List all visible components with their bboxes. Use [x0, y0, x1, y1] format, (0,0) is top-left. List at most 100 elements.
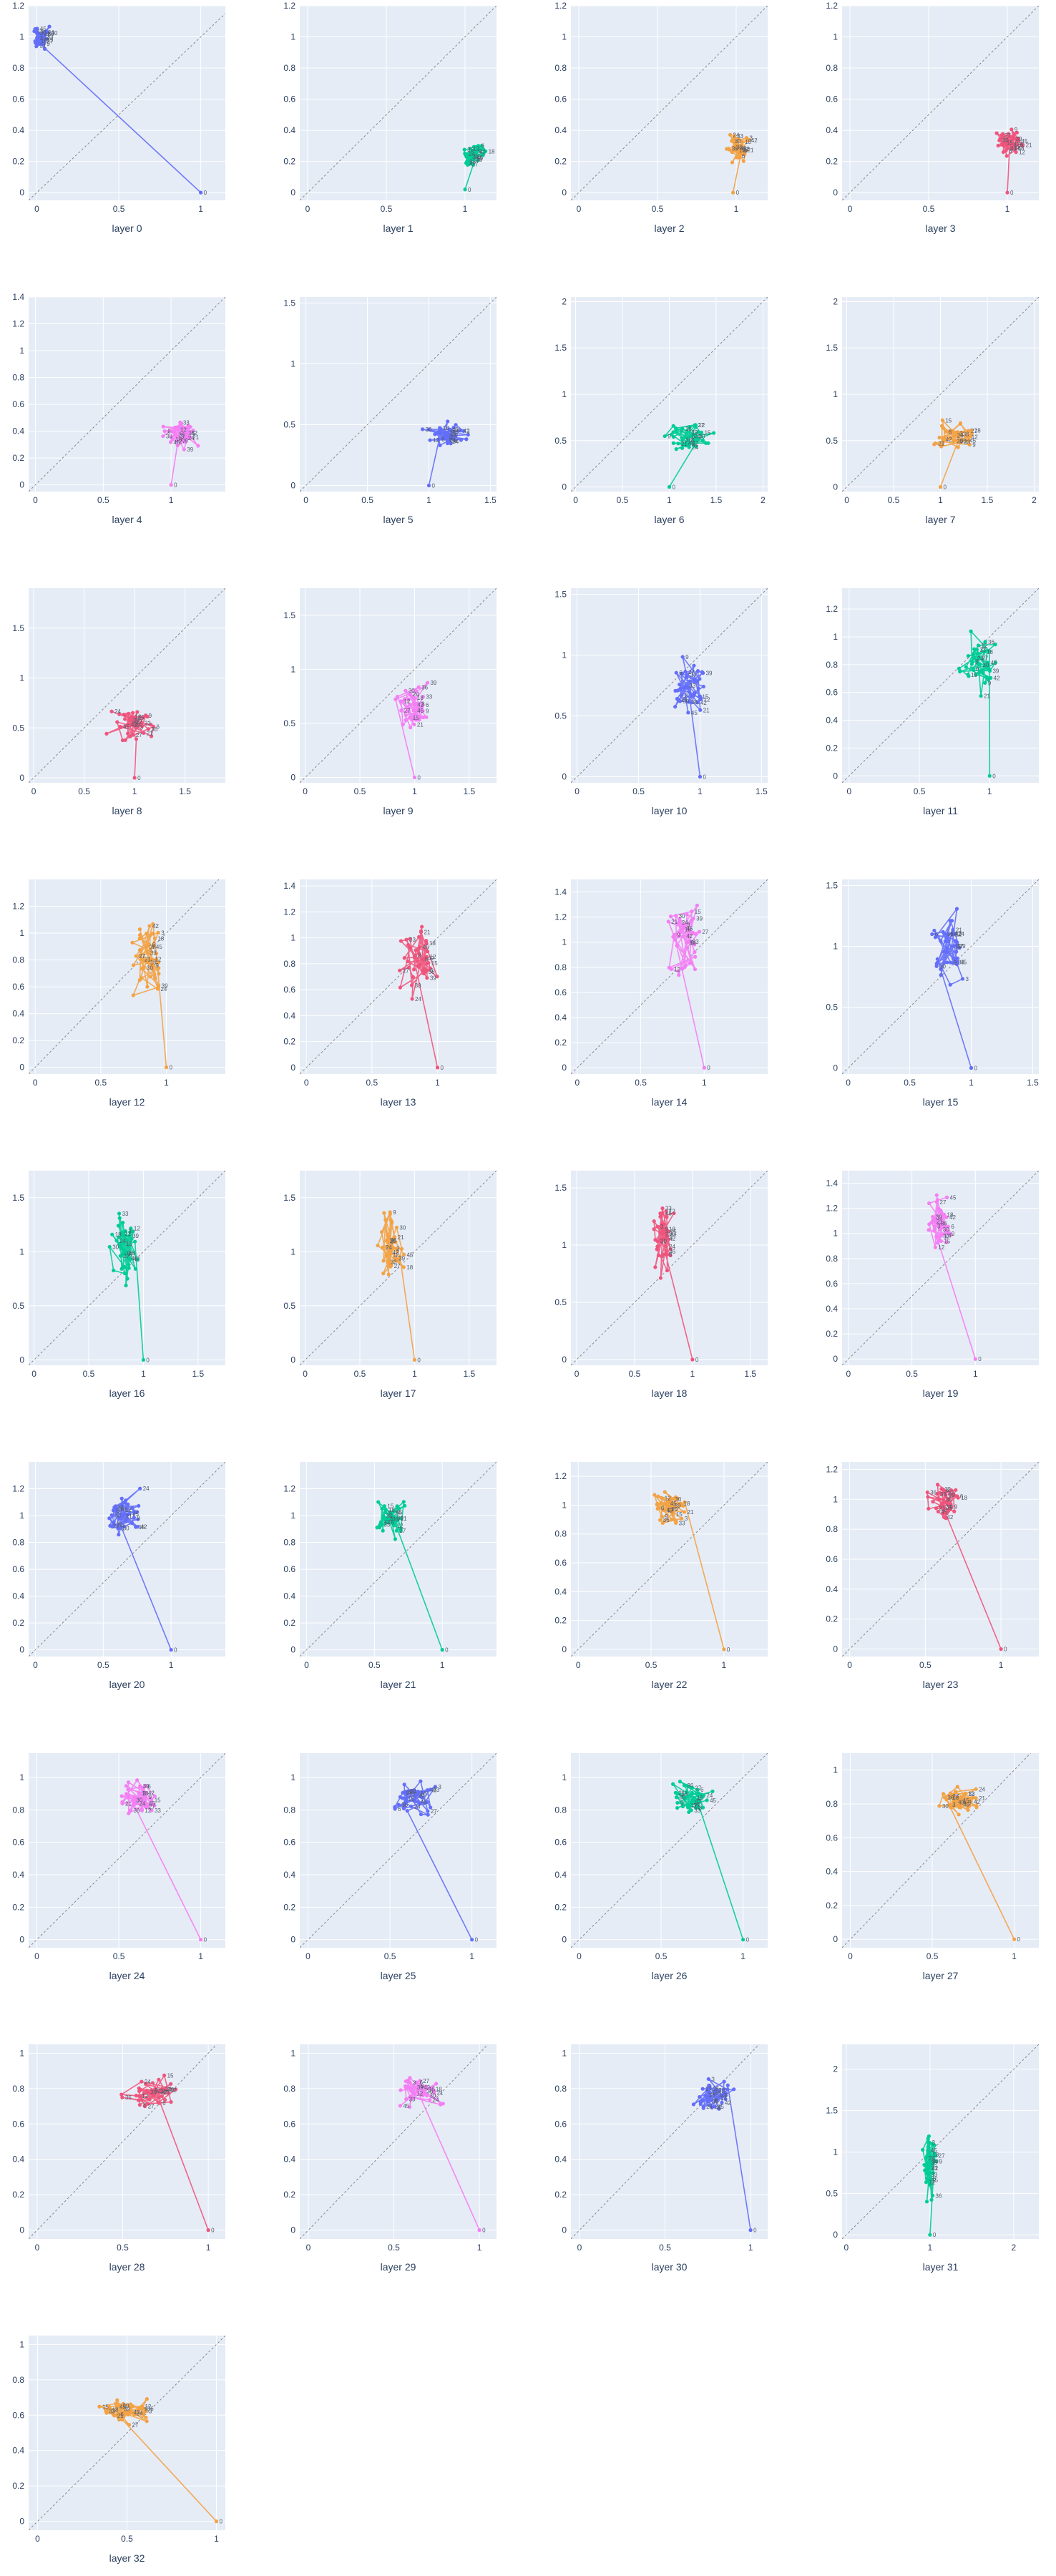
point-label: 15 [945, 417, 952, 424]
data-point [421, 708, 425, 713]
point-label: 6 [44, 36, 48, 43]
point-label: 24 [137, 2410, 143, 2416]
data-point [411, 1788, 416, 1793]
data-point [966, 429, 970, 433]
point-label: 42 [417, 701, 424, 708]
x-tick-label: 0.5 [354, 1369, 366, 1379]
data-point [136, 1517, 140, 1521]
data-point [926, 2148, 930, 2152]
x-tick-label: 2 [1012, 2243, 1017, 2253]
point-label: 27 [404, 708, 411, 714]
data-point [722, 2087, 726, 2092]
point-label: 45 [960, 959, 967, 965]
data-point [132, 1510, 137, 1514]
panel-layer-19: 0 0.5 100.20.40.60.811.21.403 6912151821242… [826, 1171, 1039, 1399]
data-point [156, 2100, 160, 2104]
point-label: 24 [706, 2104, 713, 2110]
point-label: 6 [120, 2411, 124, 2418]
point-label: 0 [431, 483, 435, 489]
y-tick-label: 0.6 [283, 94, 295, 104]
data-point [667, 484, 672, 489]
data-point [693, 967, 698, 972]
data-point [974, 1796, 978, 1800]
x-tick-label: 0.5 [655, 1951, 668, 1961]
point-label: 9 [665, 1513, 668, 1520]
point-label: 42 [131, 721, 137, 728]
data-point [692, 941, 697, 945]
data-point [406, 959, 410, 964]
data-point [668, 914, 673, 919]
data-point [1008, 135, 1012, 139]
data-point [680, 436, 684, 440]
plot-area [29, 6, 225, 200]
data-point [120, 2095, 124, 2099]
panel-layer-10: 0 0.5 1 1.500.511.5036912151821242730333639… [554, 588, 768, 816]
data-point [439, 426, 443, 431]
data-point [111, 1522, 116, 1527]
point-label: 21 [748, 147, 754, 153]
point-label: 39 [143, 1783, 150, 1790]
data-point [416, 1790, 420, 1794]
y-tick-label: 0.8 [12, 2375, 24, 2385]
data-point [934, 1506, 939, 1511]
data-point [45, 36, 49, 41]
data-point [128, 717, 132, 722]
point-label: 42 [134, 2409, 140, 2416]
x-tick-label: 0.5 [888, 495, 900, 505]
data-point [468, 146, 472, 151]
diagonal-reference-line [842, 2044, 1039, 2239]
data-point [422, 1801, 426, 1805]
data-point [655, 1239, 660, 1244]
data-point [399, 1526, 403, 1531]
data-point [940, 1502, 944, 1506]
data-point [979, 693, 983, 698]
y-tick-label: 0.4 [12, 2446, 24, 2456]
data-point [139, 2087, 143, 2092]
data-point [447, 427, 451, 431]
data-point [137, 933, 142, 937]
y-tick-label: 1.2 [826, 1204, 838, 1214]
data-point [933, 1245, 937, 1249]
data-point [412, 775, 417, 780]
data-point [131, 1229, 135, 1234]
data-point [388, 1517, 393, 1521]
point-label: 12 [944, 1486, 951, 1493]
y-tick-label: 0.5 [283, 420, 295, 430]
y-tick-label: 0.4 [826, 1867, 838, 1877]
data-point [708, 2103, 712, 2107]
point-label: 42 [947, 1514, 953, 1521]
data-point [116, 1224, 121, 1228]
data-point [395, 694, 399, 699]
data-point [470, 1938, 474, 1942]
data-point [145, 985, 150, 989]
diagonal-reference-line [29, 1753, 225, 1948]
x-tick-label: 0 [34, 204, 39, 214]
point-label: 9 [954, 1503, 958, 1510]
data-point [969, 662, 974, 666]
point-label: 39 [931, 2160, 937, 2166]
data-point [416, 706, 420, 710]
point-label: 45 [131, 1255, 137, 1262]
data-point [741, 1938, 745, 1942]
point-label: 42 [955, 931, 962, 937]
point-label: 9 [127, 1251, 131, 1257]
data-point [944, 1240, 949, 1244]
data-point [119, 1794, 124, 1798]
data-point [128, 1808, 133, 1813]
data-point [664, 1244, 668, 1249]
x-axis-title: layer 11 [923, 805, 958, 816]
data-point [1008, 142, 1013, 147]
point-label: 15 [670, 1229, 677, 1235]
data-point [983, 640, 987, 644]
data-point [673, 1495, 678, 1499]
x-tick-label: 0.5 [904, 1078, 916, 1088]
y-tick-label: 0.2 [826, 1901, 838, 1911]
data-point [142, 731, 146, 735]
data-point [665, 1215, 669, 1219]
diagonal-reference-line [29, 2336, 225, 2530]
data-point [471, 155, 476, 160]
point-label: 42 [141, 1524, 147, 1531]
